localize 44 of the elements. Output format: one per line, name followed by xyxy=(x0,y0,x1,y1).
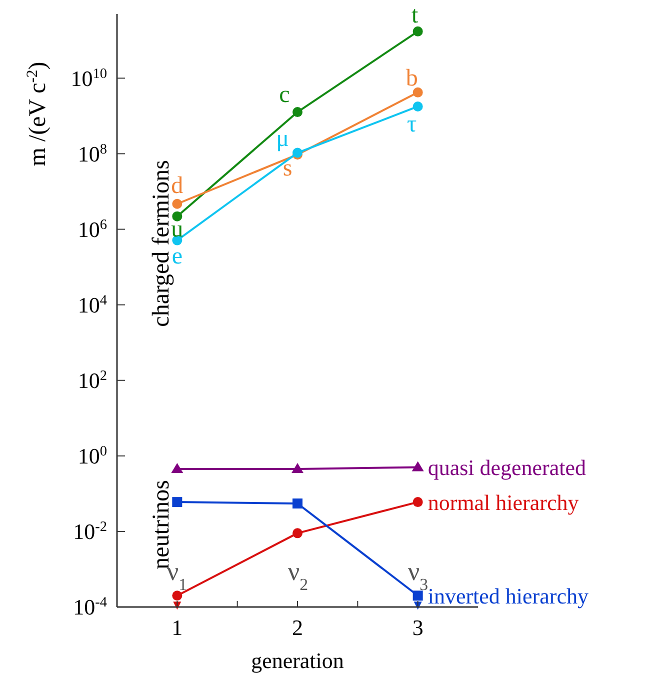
annotation: neutrinos xyxy=(148,480,174,570)
point xyxy=(292,107,302,118)
point xyxy=(292,528,302,538)
text: ν xyxy=(408,557,420,586)
y-tick-label: 10$^{0}$ xyxy=(78,444,107,469)
annotation: t xyxy=(411,2,418,28)
y-tick-label: 10$^{-2}$ xyxy=(73,519,107,544)
y-tick-label: 10$^{6}$ xyxy=(78,216,107,242)
text: ν xyxy=(288,557,300,586)
point xyxy=(172,590,182,601)
annotation: d xyxy=(171,172,184,199)
point xyxy=(412,26,423,36)
x-tick-label: 2 xyxy=(300,574,308,594)
annotation: s xyxy=(282,156,292,182)
x-tick-label: 1 xyxy=(178,574,188,594)
point xyxy=(172,198,182,209)
x-axis-title: generation xyxy=(251,648,344,673)
annotation: b xyxy=(406,65,418,92)
y-tick-label: 10$^{8}$ xyxy=(78,141,107,166)
point xyxy=(172,211,182,222)
point xyxy=(171,463,184,474)
y-tick-label: 10$^{4}$ xyxy=(78,292,107,318)
point xyxy=(292,463,304,474)
series-label: normal hierarchy xyxy=(428,490,579,515)
annotation: μ xyxy=(276,126,289,152)
series-label: quasi degenerated xyxy=(428,454,586,480)
point xyxy=(292,498,302,508)
point xyxy=(172,497,182,508)
y-tick-label: 10$^{10}$ xyxy=(70,66,107,91)
text: 3 xyxy=(412,615,424,640)
x-tick-label: 3 xyxy=(420,574,428,594)
point xyxy=(412,590,423,601)
text: 2 xyxy=(292,615,303,640)
annotation: c xyxy=(279,82,290,108)
y-tick-label: 10$^{-4}$ xyxy=(73,594,107,620)
annotation: τ xyxy=(407,111,418,138)
legend-label: inverted hierarchy xyxy=(428,583,588,608)
point xyxy=(412,461,424,472)
annotation: e xyxy=(172,243,182,270)
text: 1 xyxy=(172,615,183,640)
point xyxy=(412,87,423,98)
y-tick-label: 10$^{2}$ xyxy=(78,368,107,394)
point xyxy=(412,101,423,112)
point xyxy=(412,497,423,508)
